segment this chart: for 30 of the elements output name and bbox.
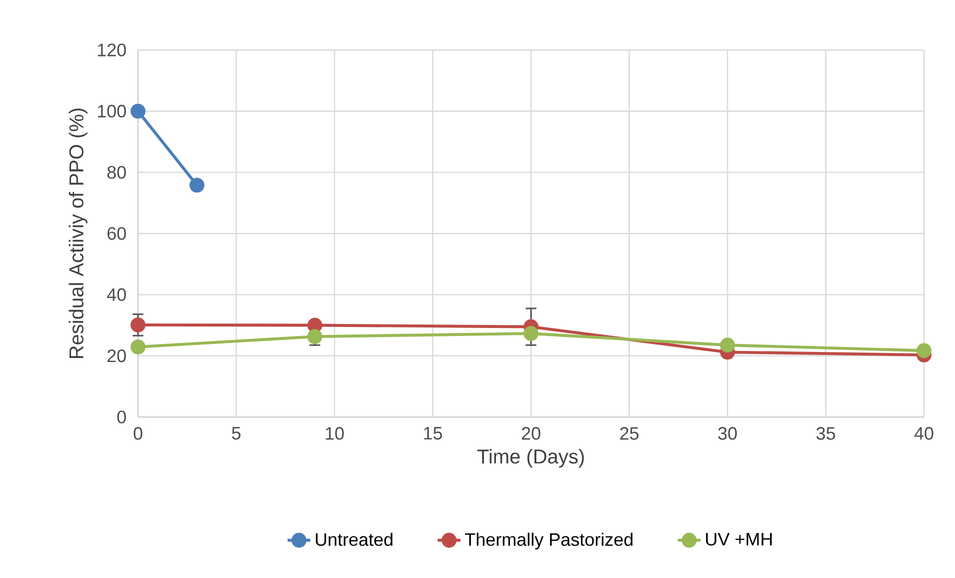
- point: [130, 339, 146, 354]
- point: [189, 178, 204, 193]
- x-tick-label: 10: [326, 427, 344, 440]
- y-tick-label: 20: [108, 349, 126, 362]
- x-tick-label: 30: [718, 427, 737, 440]
- point: [916, 343, 932, 358]
- y-tick-label: 0: [117, 410, 126, 424]
- x-tick-label: 5: [232, 427, 241, 440]
- x-tick-label: 40: [914, 427, 934, 440]
- point: [130, 104, 146, 119]
- x-tick-label: 35: [816, 427, 836, 440]
- y-tick-label: 120: [98, 44, 126, 56]
- legend-label: Thermally Pastorized: [464, 532, 632, 550]
- y-axis-title: Residual Actiiviy of PPO (%): [68, 108, 88, 358]
- x-tick-label: 20: [522, 427, 540, 440]
- point: [524, 326, 538, 341]
- x-tick-label: 15: [424, 427, 442, 440]
- x-tick-label: 25: [620, 427, 639, 440]
- y-tick-label: 80: [107, 166, 126, 179]
- y-tick-label: 60: [108, 227, 126, 240]
- point: [307, 329, 322, 344]
- point: [130, 317, 146, 332]
- legend-label: UV +MH: [706, 533, 772, 546]
- x-axis-title: Time (Days): [477, 448, 584, 468]
- legend-label: Untreated: [316, 532, 392, 546]
- x-tick-label: 0: [134, 427, 142, 440]
- y-tick-label: 100: [98, 104, 126, 118]
- point: [720, 338, 735, 353]
- point: [307, 318, 322, 333]
- y-tick-label: 40: [107, 288, 126, 302]
